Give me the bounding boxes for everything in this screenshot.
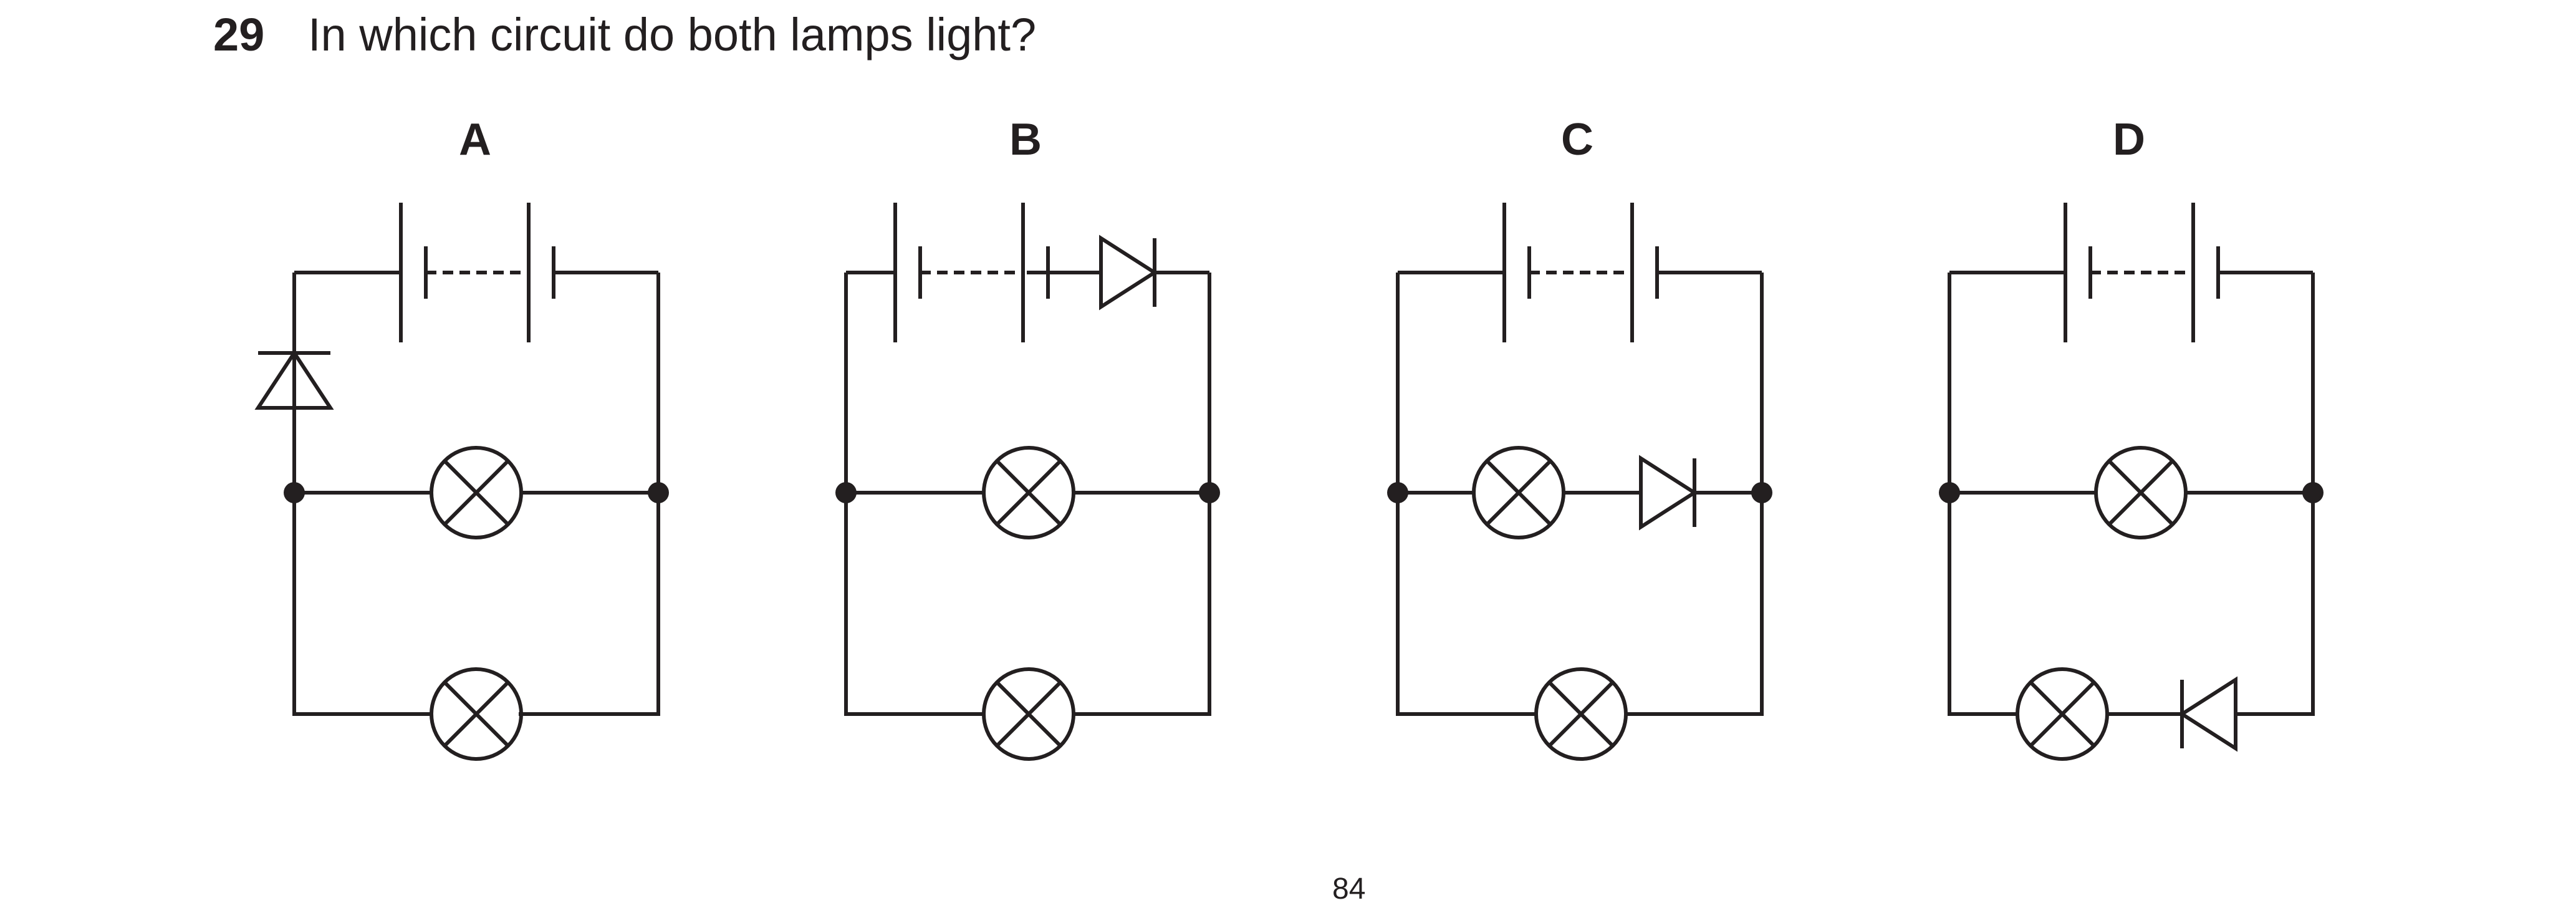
diode-symbol (2178, 676, 2237, 752)
junction-dot (284, 482, 305, 503)
circuit-c-wire-outer (1396, 273, 1764, 716)
junction-dot (648, 482, 669, 503)
battery-symbol (399, 203, 555, 342)
junction-dot (835, 482, 857, 503)
circuit-b: B (835, 115, 1220, 761)
circuit-c: C (1387, 115, 1772, 761)
battery-symbol (2064, 203, 2220, 342)
circuit-a: A (254, 115, 669, 761)
lamp-symbol (2094, 446, 2188, 539)
junction-dot (2302, 482, 2324, 503)
battery-symbol (893, 203, 1050, 342)
circuit-a-wire-left (292, 273, 660, 716)
junction-dot (1387, 482, 1408, 503)
lamp-symbol (982, 667, 1075, 761)
junction-dot (1199, 482, 1220, 503)
lamp-symbol (430, 446, 523, 539)
circuit-d: D (1939, 115, 2324, 761)
lamp-symbol (1472, 446, 1565, 539)
circuit-b-wire-outer (844, 273, 1211, 716)
junction-dot (1751, 482, 1772, 503)
diode-symbol (254, 349, 334, 410)
lamp-symbol (2016, 667, 2109, 761)
junction-dot (1939, 482, 1960, 503)
circuit-c-label: C (1561, 115, 1593, 165)
diode-symbol (1099, 234, 1158, 311)
circuit-a-label: A (459, 115, 491, 165)
battery-symbol (1502, 203, 1659, 342)
circuit-d-wire-outer (1948, 273, 2315, 716)
lamp-symbol (430, 667, 523, 761)
lamp-symbol (1534, 667, 1628, 761)
lamp-symbol (982, 446, 1075, 539)
page-number: 84 (1332, 872, 1366, 906)
diode-symbol (1639, 455, 1698, 531)
question-text: In which circuit do both lamps light? (308, 9, 1037, 60)
question-number: 29 (213, 9, 265, 60)
circuit-d-label: D (2113, 115, 2145, 165)
circuit-b-label: B (1009, 115, 1042, 165)
